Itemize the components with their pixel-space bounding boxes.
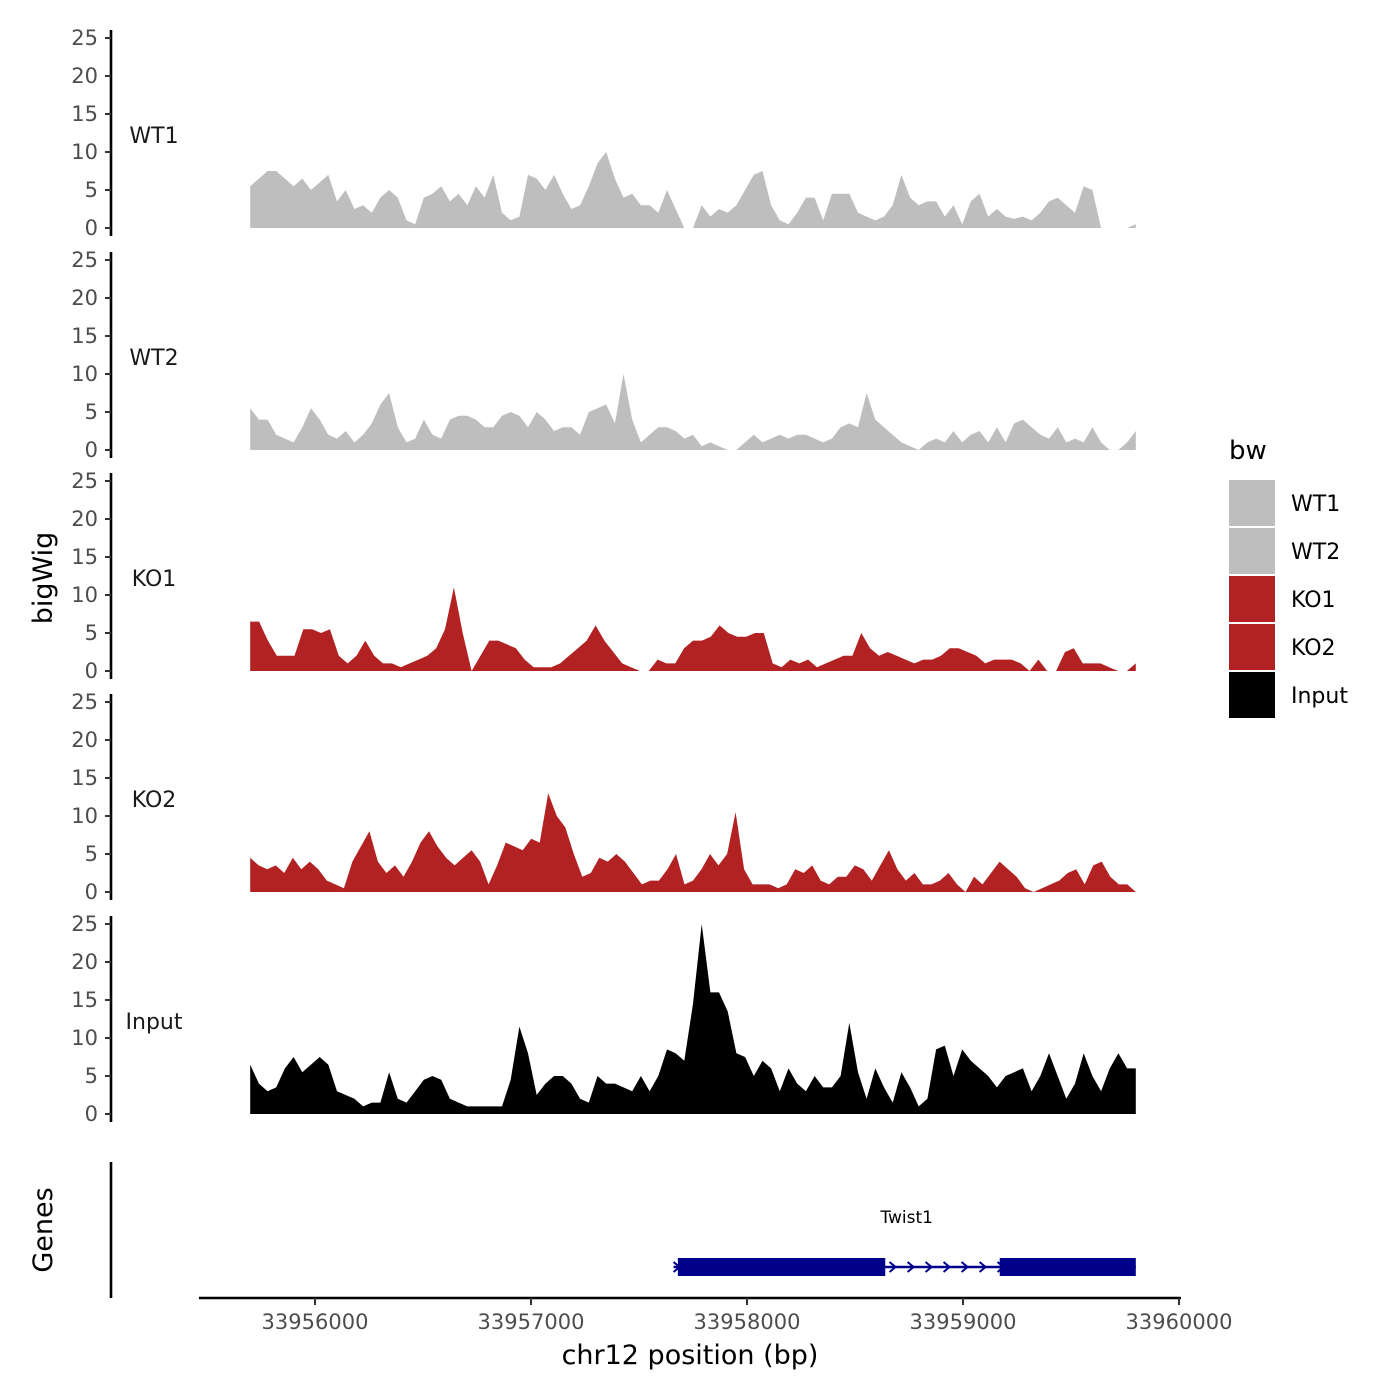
strand-chevron [978, 1261, 988, 1273]
y-tick-label: 20 [71, 950, 98, 974]
y-tick-label: 0 [85, 438, 98, 462]
y-tick-label: 20 [71, 286, 98, 310]
track-wt2: 0 5 10 15 20 25 WT2 [71, 248, 1136, 462]
legend-swatch [1229, 480, 1275, 526]
y-tick-label: 20 [71, 728, 98, 752]
track-wt1: 0 5 10 15 20 25 WT1 [71, 26, 1136, 240]
y-axis-title: bigWig [28, 532, 59, 625]
y-tick-label: 5 [85, 1064, 98, 1088]
y-tick-label: 15 [71, 545, 98, 569]
track-label: KO2 [132, 788, 177, 813]
y-tick-label: 25 [71, 912, 98, 936]
legend-swatch [1229, 624, 1275, 670]
x-tick-label: 33960000 [1126, 1310, 1233, 1334]
track-label: WT2 [129, 346, 178, 371]
strand-chevron [960, 1261, 970, 1273]
x-tick-label: 33959000 [910, 1310, 1017, 1334]
legend-swatch [1229, 576, 1275, 622]
y-tick-label: 0 [85, 880, 98, 904]
strand-chevron [906, 1261, 916, 1273]
gene-model: Twist1 [672, 1208, 1136, 1276]
legend-label: Input [1291, 684, 1348, 709]
legend: bw WT1 WT2 KO1 KO2 Input [1229, 436, 1348, 718]
strand-chevron [924, 1261, 934, 1273]
gene-exon [677, 1258, 886, 1276]
genes-track: Genes Twist1 [28, 1162, 1136, 1298]
legend-swatch [1229, 672, 1275, 718]
x-tick-label: 33958000 [694, 1310, 801, 1334]
legend-title: bw [1229, 436, 1267, 466]
y-tick-label: 5 [85, 178, 98, 202]
legend-label: WT2 [1291, 540, 1340, 565]
y-tick-label: 10 [71, 140, 98, 164]
y-tick-label: 0 [85, 659, 98, 683]
y-tick-label: 15 [71, 766, 98, 790]
y-tick-label: 0 [85, 1102, 98, 1126]
y-tick-label: 25 [71, 248, 98, 272]
coverage-area [250, 152, 1136, 228]
track-label: KO1 [132, 567, 177, 592]
legend-label: KO2 [1291, 636, 1336, 661]
y-tick-label: 15 [71, 324, 98, 348]
y-tick-label: 25 [71, 469, 98, 493]
legend-label: WT1 [1291, 492, 1340, 517]
y-tick-label: 25 [71, 690, 98, 714]
y-tick-label: 25 [71, 26, 98, 50]
coverage-area [250, 793, 1136, 892]
gene-exon [999, 1258, 1136, 1276]
coverage-tracks: 0510152025WT10510152025WT20510152025KO10… [71, 26, 1136, 1126]
y-tick-label: 10 [71, 804, 98, 828]
y-tick-label: 5 [85, 400, 98, 424]
y-tick-label: 20 [71, 64, 98, 88]
track-label: Input [126, 1010, 183, 1035]
strand-chevron [888, 1261, 898, 1273]
track-ko2: 0 5 10 15 20 25 KO2 [71, 690, 1136, 904]
y-tick-label: 0 [85, 216, 98, 240]
y-tick-label: 5 [85, 842, 98, 866]
x-axis: 33956000 33957000 33958000 33959000 33960000 [199, 1296, 1233, 1334]
legend-label: KO1 [1291, 588, 1336, 613]
x-tick-label: 33957000 [478, 1310, 585, 1334]
y-tick-label: 10 [71, 362, 98, 386]
y-tick-label: 5 [85, 621, 98, 645]
x-axis-title: chr12 position (bp) [562, 1340, 819, 1371]
track-ko1: 0 5 10 15 20 25 KO1 [71, 469, 1136, 683]
coverage-area [250, 924, 1136, 1114]
coverage-area [250, 587, 1136, 671]
legend-swatch [1229, 528, 1275, 574]
y-tick-label: 15 [71, 102, 98, 126]
x-tick-label: 33956000 [262, 1310, 369, 1334]
y-tick-label: 20 [71, 507, 98, 531]
track-label: WT1 [129, 124, 178, 149]
coverage-area [250, 374, 1136, 450]
strand-chevron [942, 1261, 952, 1273]
y-tick-label: 10 [71, 583, 98, 607]
y-tick-label: 10 [71, 1026, 98, 1050]
track-input: 0 5 10 15 20 25 Input [71, 912, 1136, 1126]
y-tick-label: 15 [71, 988, 98, 1012]
genes-axis-title: Genes [28, 1187, 59, 1272]
gene-name-label: Twist1 [879, 1208, 933, 1228]
